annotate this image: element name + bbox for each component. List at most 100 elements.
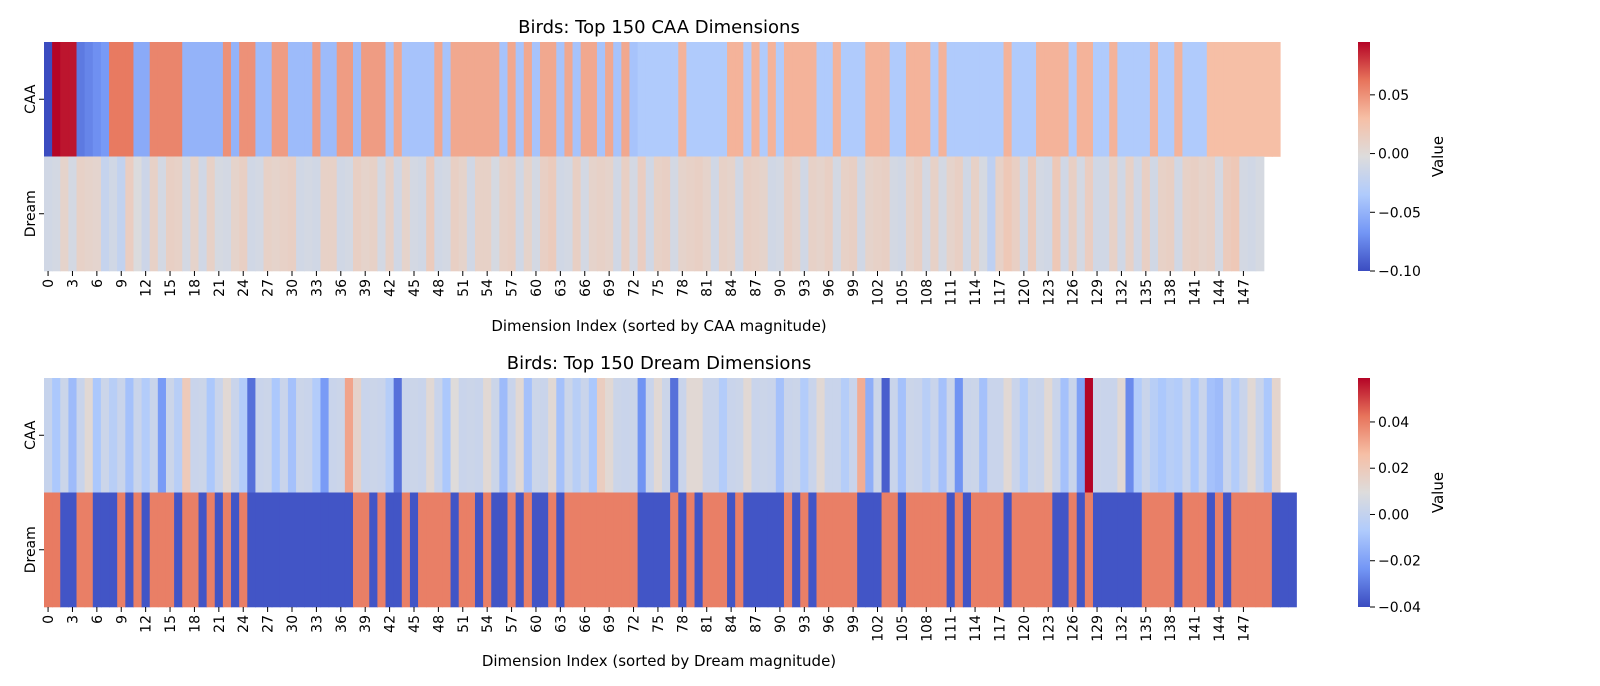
heatmap-cell [1068,156,1078,272]
heatmap-cell [271,492,281,608]
heatmap-cell [1263,378,1273,493]
heatmap-cell [109,492,118,608]
heatmap-cell [694,492,704,608]
heatmap-cell [133,42,143,157]
heatmap-cell [426,378,435,493]
x-tick-label: 111 [944,279,960,306]
heatmap-cell [621,492,631,608]
heatmap-cell [662,156,671,272]
heatmap-cell [109,42,118,157]
x-tick-label: 51 [456,615,472,633]
heatmap-cell [946,156,956,272]
heatmap-cell [353,378,362,493]
heatmap-cell [68,42,78,157]
heatmap-cell [320,42,330,157]
x-tick-label: 78 [675,615,691,633]
heatmap-cell [596,492,606,608]
heatmap-cell [312,156,322,272]
x-tick-label: 6 [90,615,106,624]
heatmap-cell [621,378,631,493]
heatmap-cell [100,42,110,157]
x-tick-label: 81 [700,279,716,297]
heatmap-cell [1109,42,1118,157]
heatmap-cell [1247,42,1257,157]
x-tick-label: 96 [822,615,838,633]
x-tick-label: 18 [187,279,203,297]
heatmap-cell [1247,378,1257,493]
heatmap-cell [743,156,753,272]
heatmap-cell [767,42,777,157]
heatmap-cell [905,492,915,608]
heatmap-cell [588,156,598,272]
heatmap-cell [165,492,175,608]
heatmap-cell [165,42,175,157]
heatmap-cell [1206,378,1216,493]
heatmap-cell [190,378,200,493]
heatmap-cell [483,156,492,272]
heatmap-cell [442,156,452,272]
heatmap-cell [214,156,224,272]
heatmap-cell [442,378,452,493]
heatmap-cell [1239,42,1249,157]
heatmap-cell [1182,378,1192,493]
heatmap-cell [710,492,720,608]
colorbar-ticks: −0.04 −0.02 0.00 0.02 0.04 [1370,415,1421,616]
heatmap-cell [653,492,663,608]
heatmap-cell [353,156,362,272]
heatmap-panel-dream: Birds: Top 150 Dream Dimensions CAA Dream… [23,353,1447,670]
heatmap-cell [718,42,728,157]
heatmap-cell [629,492,639,608]
heatmap-cell [1182,156,1192,272]
heatmap-cell [1182,492,1192,608]
x-tick-label: 42 [383,615,399,633]
heatmap-cell [401,378,411,493]
heatmap-cell [881,156,891,272]
heatmap-cell [499,492,509,608]
heatmap-cell [605,156,614,272]
x-tick-label: 141 [1188,279,1204,306]
heatmap-cell [239,492,248,608]
heatmap-cell [287,42,297,157]
colorbar-tick-label: −0.10 [1378,264,1421,280]
heatmap-cell [44,378,53,493]
heatmap-cell [735,42,744,157]
heatmap-cell [1068,378,1078,493]
x-tick-label: 63 [553,615,569,633]
heatmap-cell [52,492,61,608]
heatmap-cell [222,42,232,157]
heatmap-cell [149,378,159,493]
x-tick-label: 147 [1236,615,1252,642]
heatmap-cell [231,156,240,272]
heatmap-cell [1060,492,1070,608]
heatmap-cell [629,156,639,272]
heatmap-cell [304,156,313,272]
heatmap-cell [247,492,257,608]
heatmap-cell [206,156,216,272]
heatmap-cell [418,156,427,272]
heatmap-cell [1125,378,1135,493]
x-tick-label: 24 [236,279,252,297]
heatmap-cell [76,42,86,157]
x-tick-label: 75 [651,279,667,297]
heatmap-cell [92,492,102,608]
x-tick-label: 69 [602,279,618,297]
x-tick-label: 27 [261,615,277,633]
heatmap-cell [727,378,736,493]
heatmap-cell [743,42,753,157]
heatmap-cell [76,378,86,493]
heatmap-cell [718,492,728,608]
heatmap-cell [369,492,378,608]
x-tick-label: 135 [1139,615,1155,642]
heatmap-cell [117,42,126,157]
heatmap-cell [1158,492,1167,608]
heatmap-cell [141,42,151,157]
heatmap-cell [995,492,1005,608]
heatmap-cell [702,492,712,608]
heatmap-cell [361,156,370,272]
heatmap-cell [157,156,167,272]
heatmap-cell [580,492,590,608]
heatmap-cell [1003,492,1013,608]
heatmap-cell [474,42,484,157]
heatmap-cell [174,156,183,272]
heatmap-cell [938,42,948,157]
